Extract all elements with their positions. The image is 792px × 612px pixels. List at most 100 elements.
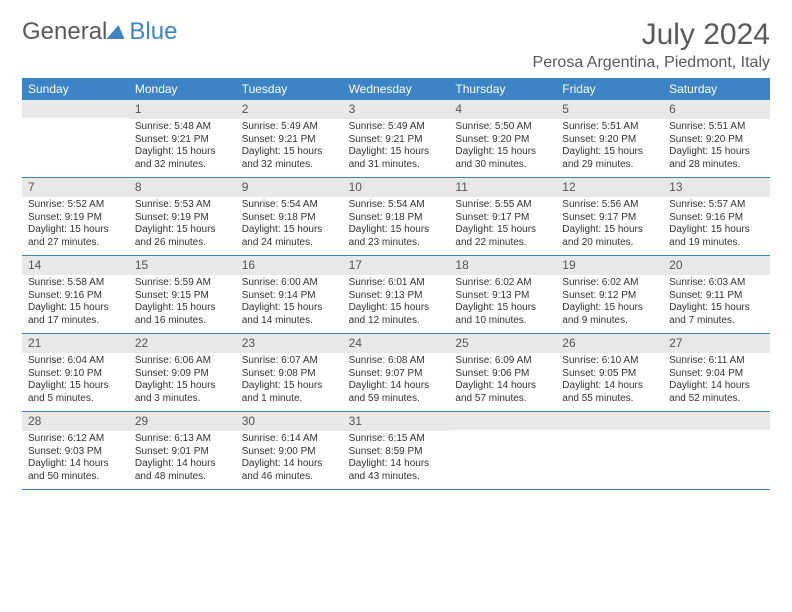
day-number: 15 xyxy=(129,256,236,275)
cell-body: Sunrise: 6:08 AMSunset: 9:07 PMDaylight:… xyxy=(343,353,450,411)
day-number: 29 xyxy=(129,412,236,431)
calendar-cell: 21 Sunrise: 6:04 AMSunset: 9:10 PMDayligh… xyxy=(22,334,129,411)
calendar-cell xyxy=(449,412,556,489)
day-number: 3 xyxy=(343,100,450,119)
cell-line: Sunset: 9:01 PM xyxy=(135,446,230,459)
cell-line: Sunset: 9:17 PM xyxy=(562,212,657,225)
calendar-cell: 11Sunrise: 5:55 AMSunset: 9:17 PMDayligh… xyxy=(449,178,556,255)
day-number: 8 xyxy=(129,178,236,197)
calendar-week-row: 1Sunrise: 5:48 AMSunset: 9:21 PMDaylight… xyxy=(22,100,770,178)
logo-text-2: Blue xyxy=(129,18,177,46)
calendar-cell: 24Sunrise: 6:08 AMSunset: 9:07 PMDayligh… xyxy=(343,334,450,411)
cell-line: Daylight: 15 hours and 5 minutes. xyxy=(28,380,123,405)
weekday-header-row: Sunday Monday Tuesday Wednesday Thursday… xyxy=(22,78,770,100)
cell-line: Sunrise: 6:02 AM xyxy=(562,277,657,290)
day-number xyxy=(663,412,770,430)
cell-body xyxy=(22,118,129,176)
day-number: 12 xyxy=(556,178,663,197)
calendar-cell: 10Sunrise: 5:54 AMSunset: 9:18 PMDayligh… xyxy=(343,178,450,255)
calendar-cell: 1Sunrise: 5:48 AMSunset: 9:21 PMDaylight… xyxy=(129,100,236,177)
weekday-header: Saturday xyxy=(663,78,770,100)
cell-line: Daylight: 14 hours and 48 minutes. xyxy=(135,458,230,483)
cell-line: Sunset: 9:21 PM xyxy=(349,134,444,147)
calendar-week-row: 14Sunrise: 5:58 AMSunset: 9:16 PMDayligh… xyxy=(22,256,770,334)
cell-line: Sunrise: 5:50 AM xyxy=(455,121,550,134)
cell-line: Sunset: 9:21 PM xyxy=(242,134,337,147)
cell-body: Sunrise: 6:06 AMSunset: 9:09 PMDaylight:… xyxy=(129,353,236,411)
logo: GeneralBlue xyxy=(22,18,177,46)
weekday-header: Sunday xyxy=(22,78,129,100)
cell-line: Sunrise: 5:56 AM xyxy=(562,199,657,212)
day-number: 27 xyxy=(663,334,770,353)
cell-line: Sunrise: 6:06 AM xyxy=(135,355,230,368)
cell-line: Sunset: 9:05 PM xyxy=(562,368,657,381)
cell-line: Sunrise: 6:08 AM xyxy=(349,355,444,368)
calendar-cell: 31Sunrise: 6:15 AMSunset: 8:59 PMDayligh… xyxy=(343,412,450,489)
cell-body: Sunrise: 6:07 AMSunset: 9:08 PMDaylight:… xyxy=(236,353,343,411)
day-number: 22 xyxy=(129,334,236,353)
calendar-cell: 17Sunrise: 6:01 AMSunset: 9:13 PMDayligh… xyxy=(343,256,450,333)
cell-line: Sunrise: 6:03 AM xyxy=(669,277,764,290)
cell-body: Sunrise: 5:51 AMSunset: 9:20 PMDaylight:… xyxy=(663,119,770,177)
cell-line: Daylight: 15 hours and 1 minute. xyxy=(242,380,337,405)
day-number: 1 xyxy=(129,100,236,119)
cell-line: Sunset: 9:03 PM xyxy=(28,446,123,459)
day-number: 10 xyxy=(343,178,450,197)
cell-line: Daylight: 15 hours and 28 minutes. xyxy=(669,146,764,171)
cell-line: Sunset: 9:10 PM xyxy=(28,368,123,381)
cell-line: Sunrise: 6:15 AM xyxy=(349,433,444,446)
day-number: 2 xyxy=(236,100,343,119)
calendar-cell xyxy=(663,412,770,489)
location-subtitle: Perosa Argentina, Piedmont, Italy xyxy=(533,54,770,72)
weeks-container: 1Sunrise: 5:48 AMSunset: 9:21 PMDaylight… xyxy=(22,100,770,490)
day-number: 13 xyxy=(663,178,770,197)
cell-line: Sunset: 9:11 PM xyxy=(669,290,764,303)
calendar-cell: 15Sunrise: 5:59 AMSunset: 9:15 PMDayligh… xyxy=(129,256,236,333)
cell-line: Daylight: 14 hours and 59 minutes. xyxy=(349,380,444,405)
cell-line: Sunset: 9:20 PM xyxy=(562,134,657,147)
cell-line: Sunset: 9:16 PM xyxy=(669,212,764,225)
calendar-cell: 4Sunrise: 5:50 AMSunset: 9:20 PMDaylight… xyxy=(449,100,556,177)
day-number xyxy=(556,412,663,430)
cell-body: Sunrise: 6:09 AMSunset: 9:06 PMDaylight:… xyxy=(449,353,556,411)
day-number: 11 xyxy=(449,178,556,197)
cell-body: Sunrise: 6:15 AMSunset: 8:59 PMDaylight:… xyxy=(343,431,450,489)
cell-line: Sunset: 9:13 PM xyxy=(349,290,444,303)
cell-body: Sunrise: 5:56 AMSunset: 9:17 PMDaylight:… xyxy=(556,197,663,255)
cell-body: Sunrise: 6:13 AMSunset: 9:01 PMDaylight:… xyxy=(129,431,236,489)
cell-line: Daylight: 14 hours and 46 minutes. xyxy=(242,458,337,483)
cell-body: Sunrise: 5:58 AMSunset: 9:16 PMDaylight:… xyxy=(22,275,129,333)
cell-body xyxy=(663,430,770,488)
cell-line: Sunset: 9:08 PM xyxy=(242,368,337,381)
calendar-cell: 28Sunrise: 6:12 AMSunset: 9:03 PMDayligh… xyxy=(22,412,129,489)
cell-line: Sunset: 9:18 PM xyxy=(349,212,444,225)
cell-line: Sunset: 8:59 PM xyxy=(349,446,444,459)
cell-body: Sunrise: 6:02 AMSunset: 9:12 PMDaylight:… xyxy=(556,275,663,333)
cell-line: Daylight: 15 hours and 20 minutes. xyxy=(562,224,657,249)
cell-body: Sunrise: 5:59 AMSunset: 9:15 PMDaylight:… xyxy=(129,275,236,333)
cell-line: Daylight: 15 hours and 27 minutes. xyxy=(28,224,123,249)
cell-line: Daylight: 15 hours and 9 minutes. xyxy=(562,302,657,327)
calendar-cell: 30Sunrise: 6:14 AMSunset: 9:00 PMDayligh… xyxy=(236,412,343,489)
cell-line: Sunrise: 5:59 AM xyxy=(135,277,230,290)
calendar-cell: 20Sunrise: 6:03 AMSunset: 9:11 PMDayligh… xyxy=(663,256,770,333)
day-number: 21 xyxy=(22,334,129,353)
cell-line: Daylight: 15 hours and 32 minutes. xyxy=(135,146,230,171)
calendar-cell xyxy=(22,100,129,177)
cell-body: Sunrise: 6:11 AMSunset: 9:04 PMDaylight:… xyxy=(663,353,770,411)
cell-body: Sunrise: 6:14 AMSunset: 9:00 PMDaylight:… xyxy=(236,431,343,489)
cell-body: Sunrise: 6:02 AMSunset: 9:13 PMDaylight:… xyxy=(449,275,556,333)
day-number: 23 xyxy=(236,334,343,353)
cell-line: Sunset: 9:14 PM xyxy=(242,290,337,303)
day-number: 26 xyxy=(556,334,663,353)
cell-line: Daylight: 14 hours and 55 minutes. xyxy=(562,380,657,405)
day-number: 20 xyxy=(663,256,770,275)
cell-line: Sunrise: 6:12 AM xyxy=(28,433,123,446)
cell-line: Sunrise: 6:04 AM xyxy=(28,355,123,368)
cell-line: Sunrise: 5:52 AM xyxy=(28,199,123,212)
cell-line: Sunset: 9:07 PM xyxy=(349,368,444,381)
header: GeneralBlue July 2024 Perosa Argentina, … xyxy=(22,18,770,72)
day-number: 18 xyxy=(449,256,556,275)
cell-line: Daylight: 15 hours and 14 minutes. xyxy=(242,302,337,327)
cell-line: Daylight: 15 hours and 31 minutes. xyxy=(349,146,444,171)
